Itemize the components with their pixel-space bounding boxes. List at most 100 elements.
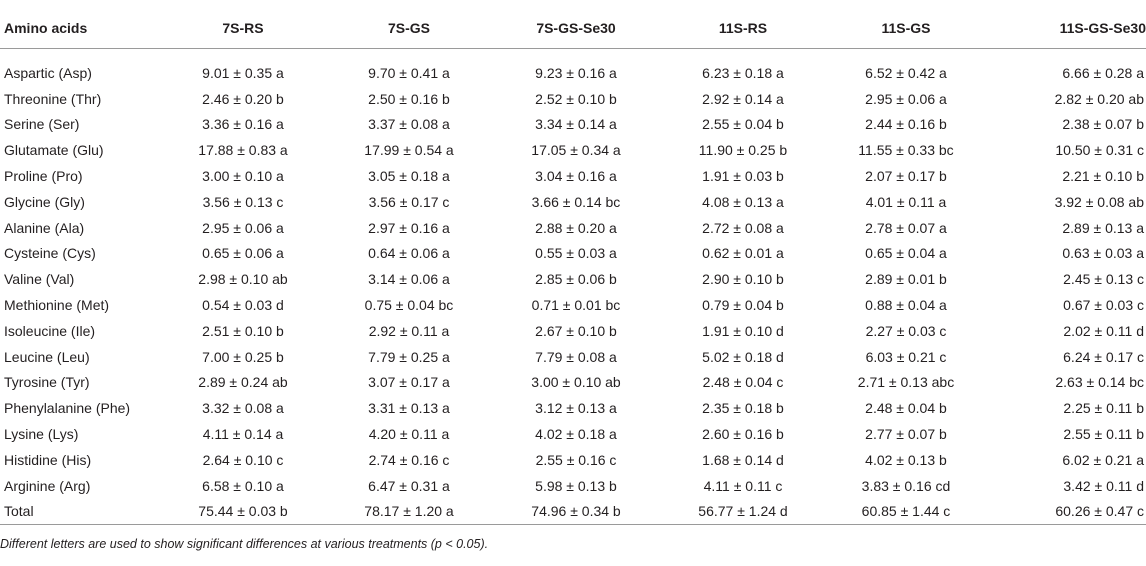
table-cell: 3.66 ± 0.14 bc xyxy=(531,193,621,210)
table-cell: 2.82 ± 0.20 ab xyxy=(1054,90,1144,107)
table-row: Phenylalanine (Phe) 3.32 ± 0.08 a 3.31 ± 0… xyxy=(0,395,1146,421)
amino-acid-table: Amino acids 7S-RS 7S-GS 7S-GS-Se30 11S-R… xyxy=(0,13,1146,526)
table-cell: 7.00 ± 0.25 b xyxy=(202,348,284,365)
table-cell: 4.02 ± 0.13 b xyxy=(865,451,947,468)
table-cell: 2.90 ± 0.10 b xyxy=(702,271,784,288)
table-row: Cysteine (Cys) 0.65 ± 0.06 a 0.64 ± 0.06 a… xyxy=(0,241,1146,267)
table-cell: 2.46 ± 0.20 b xyxy=(202,90,284,107)
table-cell: 6.47 ± 0.31 a xyxy=(368,477,450,494)
table-cell: 3.36 ± 0.16 a xyxy=(202,116,284,133)
table-cell: 6.24 ± 0.17 c xyxy=(1063,348,1144,365)
row-label: Aspartic (Asp) xyxy=(4,64,92,81)
table-cell: 2.92 ± 0.11 a xyxy=(368,322,450,339)
table-cell: 60.26 ± 0.47 c xyxy=(986,498,1146,526)
column-header: 7S-GS xyxy=(326,13,492,49)
table-cell: 6.52 ± 0.42 a xyxy=(865,64,947,81)
table-cell: 2.72 ± 0.08 a xyxy=(702,219,784,236)
table-cell: 2.51 ± 0.10 b xyxy=(202,322,284,339)
column-header: 11S-GS xyxy=(826,13,986,49)
table-cell: 4.08 ± 0.13 a xyxy=(702,193,784,210)
row-label: Cysteine (Cys) xyxy=(4,245,96,262)
table-cell: 4.11 ± 0.14 a xyxy=(202,426,284,443)
table-cell: 2.97 ± 0.16 a xyxy=(368,219,450,236)
table-cell: 2.89 ± 0.13 a xyxy=(1062,219,1144,236)
table-cell: 3.32 ± 0.08 a xyxy=(202,400,284,417)
table-row: Threonine (Thr) 2.46 ± 0.20 b 2.50 ± 0.16 … xyxy=(0,86,1146,112)
table-cell: 2.50 ± 0.16 b xyxy=(368,90,450,107)
table-cell: 3.12 ± 0.13 a xyxy=(535,400,617,417)
table-cell: 2.89 ± 0.24 ab xyxy=(198,374,288,391)
table-cell: 0.63 ± 0.03 a xyxy=(1062,245,1144,262)
table-cell: 2.27 ± 0.03 c xyxy=(865,322,947,339)
table-footnote: Different letters are used to show signi… xyxy=(0,537,489,551)
table-cell: 10.50 ± 0.31 c xyxy=(1055,142,1144,159)
table-row: Total 75.44 ± 0.03 b 78.17 ± 1.20 a 74.96 ±… xyxy=(0,498,1146,526)
table-cell: 2.63 ± 0.14 bc xyxy=(1055,374,1144,391)
table-cell: 3.37 ± 0.08 a xyxy=(368,116,450,133)
table-cell: 4.11 ± 0.11 c xyxy=(703,477,783,494)
table-cell: 3.05 ± 0.18 a xyxy=(368,168,450,185)
table-row: Glutamate (Glu) 17.88 ± 0.83 a 17.99 ± 0.5… xyxy=(0,137,1146,163)
table-cell: 0.71 ± 0.01 bc xyxy=(531,297,621,314)
column-header: Amino acids xyxy=(0,13,160,49)
table-cell: 3.56 ± 0.13 c xyxy=(202,193,284,210)
table-cell: 2.55 ± 0.11 b xyxy=(1063,426,1144,443)
table-cell: 1.68 ± 0.14 d xyxy=(702,451,784,468)
column-header: 11S-GS-Se30 xyxy=(986,13,1146,49)
table-cell: 9.23 ± 0.16 a xyxy=(535,64,617,81)
table-cell: 7.79 ± 0.08 a xyxy=(535,348,617,365)
table-cell: 1.91 ± 0.03 b xyxy=(702,168,784,185)
row-label: Phenylalanine (Phe) xyxy=(4,400,131,417)
table-cell: 2.77 ± 0.07 b xyxy=(865,426,947,443)
row-label: Threonine (Thr) xyxy=(4,90,102,107)
table-cell: 2.07 ± 0.17 b xyxy=(865,168,947,185)
table-cell: 2.60 ± 0.16 b xyxy=(702,426,784,443)
table-cell: 0.88 ± 0.04 a xyxy=(865,297,947,314)
table-cell: 6.03 ± 0.21 c xyxy=(865,348,947,365)
table-row: Isoleucine (Ile) 2.51 ± 0.10 b 2.92 ± 0.11… xyxy=(0,318,1146,344)
row-label: Alanine (Ala) xyxy=(4,219,85,236)
table-cell: 0.67 ± 0.03 c xyxy=(1063,297,1144,314)
table-cell: 75.44 ± 0.03 b xyxy=(160,498,326,526)
table-cell: 3.42 ± 0.11 d xyxy=(1063,477,1144,494)
table-cell: 2.44 ± 0.16 b xyxy=(865,116,947,133)
table-row: Glycine (Gly) 3.56 ± 0.13 c 3.56 ± 0.17 c 3… xyxy=(0,189,1146,215)
table-row: Leucine (Leu) 7.00 ± 0.25 b 7.79 ± 0.25 a 7… xyxy=(0,344,1146,370)
table-cell: 3.31 ± 0.13 a xyxy=(368,400,450,417)
table-row: Valine (Val) 2.98 ± 0.10 ab 3.14 ± 0.06 a 2… xyxy=(0,266,1146,292)
table-cell: 3.14 ± 0.06 a xyxy=(368,271,450,288)
table-row: Lysine (Lys) 4.11 ± 0.14 a 4.20 ± 0.11 a 4.… xyxy=(0,421,1146,447)
table-cell: 1.91 ± 0.10 d xyxy=(702,322,784,339)
table-cell: 17.05 ± 0.34 a xyxy=(531,142,621,159)
table-cell: 5.98 ± 0.13 b xyxy=(535,477,617,494)
table-cell: 17.99 ± 0.54 a xyxy=(364,142,454,159)
table-cell: 2.67 ± 0.10 b xyxy=(535,322,617,339)
table-cell: 2.98 ± 0.10 ab xyxy=(198,271,288,288)
table-cell: 3.83 ± 0.16 cd xyxy=(861,477,951,494)
table-cell: 0.65 ± 0.06 a xyxy=(202,245,284,262)
table-cell: 2.88 ± 0.20 a xyxy=(535,219,617,236)
row-label: Glutamate (Glu) xyxy=(4,142,104,159)
table-cell: 4.02 ± 0.18 a xyxy=(535,426,617,443)
table-cell: 3.92 ± 0.08 ab xyxy=(1054,193,1144,210)
table-cell: 2.95 ± 0.06 a xyxy=(865,90,947,107)
table-row: Arginine (Arg) 6.58 ± 0.10 a 6.47 ± 0.31 a… xyxy=(0,473,1146,499)
table-cell: 6.66 ± 0.28 a xyxy=(1062,64,1144,81)
table-row: Histidine (His) 2.64 ± 0.10 c 2.74 ± 0.16 … xyxy=(0,447,1146,473)
row-label: Total xyxy=(0,498,160,526)
table-cell: 2.55 ± 0.16 c xyxy=(535,451,617,468)
table-cell: 2.48 ± 0.04 b xyxy=(865,400,947,417)
table-cell: 2.45 ± 0.13 c xyxy=(1063,271,1144,288)
table-cell: 60.85 ± 1.44 c xyxy=(826,498,986,526)
table-cell: 3.00 ± 0.10 a xyxy=(202,168,284,185)
table-header-row: Amino acids 7S-RS 7S-GS 7S-GS-Se30 11S-R… xyxy=(0,13,1146,49)
table-row: Serine (Ser) 3.36 ± 0.16 a 3.37 ± 0.08 a 3.… xyxy=(0,112,1146,138)
table-row: Alanine (Ala) 2.95 ± 0.06 a 2.97 ± 0.16 a 2… xyxy=(0,215,1146,241)
table-cell: 2.25 ± 0.11 b xyxy=(1063,400,1144,417)
row-label: Tyrosine (Tyr) xyxy=(4,374,90,391)
table-cell: 2.55 ± 0.04 b xyxy=(702,116,784,133)
table-cell: 2.95 ± 0.06 a xyxy=(202,219,284,236)
row-label: Histidine (His) xyxy=(4,451,92,468)
table-cell: 2.78 ± 0.07 a xyxy=(865,219,947,236)
